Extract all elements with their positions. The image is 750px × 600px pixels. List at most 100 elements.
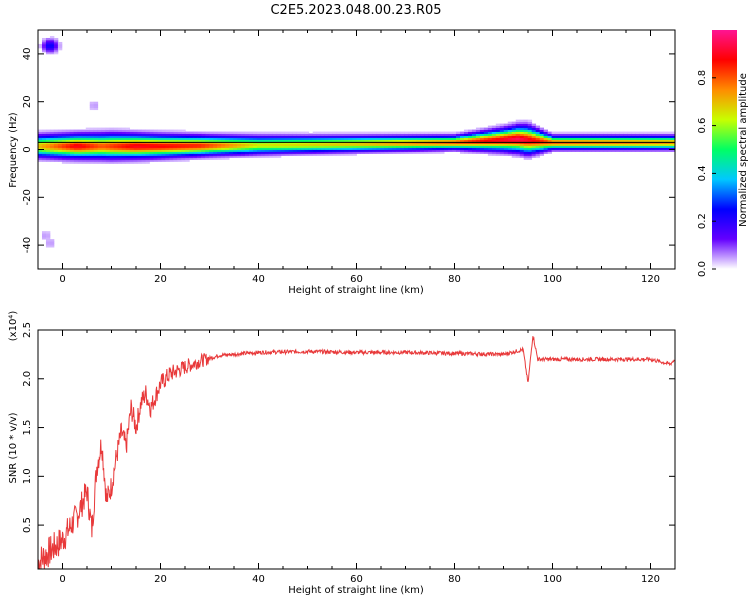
heatmap-cell [623,137,628,140]
heatmap-cell [444,133,449,136]
heatmap-cell [117,129,123,132]
heatmap-cell [308,145,314,148]
x-tick-label: 20 [154,574,167,585]
heatmap-cell [523,157,529,160]
heatmap-cell [41,159,47,162]
heatmap-cell [113,127,119,130]
heatmap-cell [475,133,481,136]
heatmap-cell [209,139,214,142]
heatmap-cell [177,131,182,134]
heatmap-cell [264,149,270,152]
heatmap-cell [85,127,91,130]
heatmap-cell [639,131,644,134]
heatmap-cell [579,133,584,136]
heatmap-cell [463,129,469,132]
heatmap-cell [213,143,218,146]
heatmap-cell [344,149,349,152]
heatmap-cell [272,143,278,146]
heatmap-cell [109,143,115,146]
heatmap-cell [440,147,445,150]
heatmap-cell [41,149,47,152]
heatmap-cell [444,147,449,150]
heatmap-cell [304,131,310,134]
heatmap-cell [631,139,636,142]
heatmap-cell [137,143,142,146]
heatmap-cell [555,131,560,134]
heatmap-cell [189,135,194,138]
heatmap-cell [396,147,401,150]
heatmap-cell [49,243,55,246]
heatmap-cell [511,149,517,152]
heatmap-cell [583,149,588,152]
heatmap-cell [384,151,389,154]
heatmap-cell [81,133,87,136]
heatmap-cell [89,127,95,130]
heatmap-cell [157,147,162,150]
heatmap-cell [376,151,381,154]
heatmap-cell [424,139,429,142]
heatmap-cell [49,35,55,39]
heatmap-cell [217,153,222,156]
heatmap-cell [551,137,556,140]
heatmap-cell [659,133,664,136]
heatmap-cell [316,133,322,136]
heatmap-cell [81,139,87,142]
heatmap-cell [551,147,556,150]
heatmap-cell [571,133,576,136]
heatmap-cell [213,149,218,152]
heatmap-cell [519,149,525,152]
heatmap-cell [225,149,230,152]
heatmap-cell [511,147,517,150]
heatmap-cell [217,139,222,142]
heatmap-cell [647,137,652,140]
heatmap-cell [336,139,341,142]
heatmap-cell [292,135,298,138]
heatmap-cell [380,135,385,138]
heatmap-cell [531,125,537,128]
heatmap-cell [551,135,556,138]
heatmap-cell [300,139,306,142]
colorbar-label: Normalized spectral amplitude [738,73,749,227]
heatmap-cell [272,147,278,150]
heatmap-cell [252,145,258,148]
heatmap-cell [57,133,63,136]
spectrogram-y-label: Frequency (Hz) [8,112,19,188]
heatmap-cell [591,135,596,138]
heatmap-cell [284,143,290,146]
heatmap-cell [519,131,525,134]
heatmap-cell [121,159,126,162]
heatmap-cell [543,135,548,138]
heatmap-cell [328,153,334,156]
heatmap-cell [77,143,83,146]
heatmap-cell [125,155,130,158]
heatmap-cell [376,137,381,140]
heatmap-cell [105,133,111,136]
heatmap-cell [41,155,47,158]
heatmap-cell [467,133,473,136]
heatmap-cell [583,137,588,140]
heatmap-cell [332,143,337,146]
heatmap-cell [233,139,238,142]
heatmap-cell [543,139,548,142]
heatmap-cell [296,143,302,146]
heatmap-cell [65,129,71,132]
heatmap-cell [416,131,421,134]
heatmap-cell [523,121,529,125]
heatmap-cell [276,149,282,152]
heatmap-cell [109,153,115,156]
heatmap-cell [523,153,529,156]
heatmap-cell [511,145,517,148]
heatmap-cell [105,159,111,162]
heatmap-cell [420,143,425,146]
heatmap-cell [392,147,397,150]
heatmap-cell [655,135,660,138]
heatmap-cell [571,145,576,148]
heatmap-cell [181,159,186,162]
heatmap-cell [125,161,130,164]
heatmap-cell [81,157,87,160]
heatmap-cell [535,143,541,146]
heatmap-cell [125,145,130,148]
heatmap-cell [408,139,413,142]
heatmap-cell [173,149,178,152]
